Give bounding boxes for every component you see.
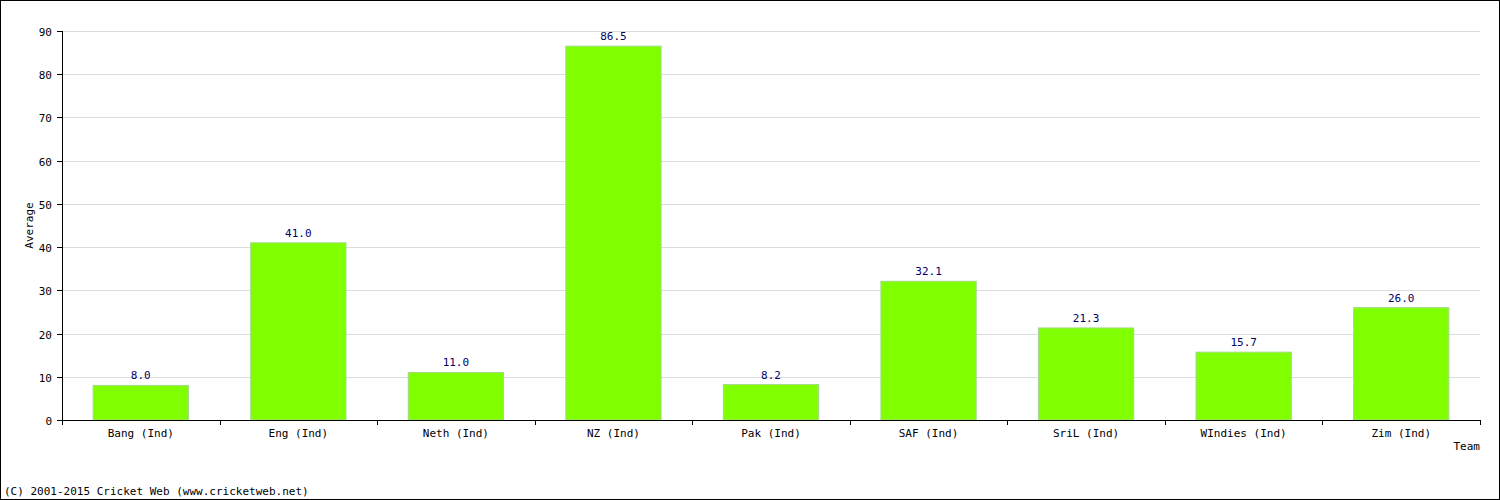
data-label: 8.0 xyxy=(131,369,151,382)
x-tick-label: Bang (Ind) xyxy=(108,427,174,440)
bar xyxy=(723,385,818,420)
bar xyxy=(1196,352,1291,420)
bar xyxy=(408,372,503,420)
x-tick xyxy=(220,420,221,425)
x-tick xyxy=(1480,420,1481,425)
y-tick-label: 40 xyxy=(39,242,52,255)
y-tick xyxy=(57,377,62,378)
y-tick xyxy=(57,117,62,118)
bar xyxy=(881,281,976,420)
y-tick xyxy=(57,161,62,162)
x-tick xyxy=(377,420,378,425)
y-tick xyxy=(57,204,62,205)
grid-line xyxy=(62,117,1480,118)
x-tick xyxy=(1322,420,1323,425)
y-axis-label: Average xyxy=(23,202,36,248)
data-label: 21.3 xyxy=(1073,312,1100,325)
x-tick xyxy=(850,420,851,425)
x-tick-label: Pak (Ind) xyxy=(741,427,801,440)
frame xyxy=(1,1,1500,500)
annotation: (C) 2001-2015 Cricket Web (www.cricketwe… xyxy=(4,485,309,498)
y-axis xyxy=(62,31,63,420)
y-tick-label: 80 xyxy=(39,69,52,82)
x-tick xyxy=(1007,420,1008,425)
chart: 0 10 20 30 40 50 60 70 80 90 8.0 41.0 11.0 86.5 8.2 32.… xyxy=(0,0,1500,500)
data-label: 11.0 xyxy=(443,356,470,369)
x-axis xyxy=(62,420,1480,421)
y-tick xyxy=(57,334,62,335)
bar xyxy=(251,243,346,420)
data-label: 15.7 xyxy=(1230,336,1257,349)
grid-line xyxy=(62,420,1480,421)
grid-line xyxy=(62,74,1480,75)
x-tick xyxy=(692,420,693,425)
data-label: 86.5 xyxy=(600,30,627,43)
x-tick-label: SAF (Ind) xyxy=(899,427,959,440)
bar xyxy=(93,385,188,420)
y-tick-label: 70 xyxy=(39,112,52,125)
y-tick xyxy=(57,290,62,291)
bar xyxy=(1038,328,1133,420)
x-tick-label: NZ (Ind) xyxy=(587,427,640,440)
y-tick-label: 30 xyxy=(39,285,52,298)
y-tick-label: 0 xyxy=(45,415,52,428)
y-tick-label: 50 xyxy=(39,199,52,212)
bar xyxy=(1354,308,1449,420)
x-tick xyxy=(1165,420,1166,425)
bars xyxy=(93,46,1449,420)
x-tick xyxy=(62,420,63,425)
x-axis-label: Team xyxy=(1454,440,1481,453)
y-tick-label: 10 xyxy=(39,372,52,385)
data-label: 32.1 xyxy=(915,265,942,278)
y-tick-label: 20 xyxy=(39,329,52,342)
x-tick-label: Neth (Ind) xyxy=(423,427,489,440)
y-tick xyxy=(57,247,62,248)
y-tick-label: 90 xyxy=(39,26,52,39)
y-tick xyxy=(57,31,62,32)
grid-line xyxy=(62,204,1480,205)
x-tick-label: SriL (Ind) xyxy=(1053,427,1119,440)
grid-line xyxy=(62,161,1480,162)
x-tick-label: Zim (Ind) xyxy=(1371,427,1431,440)
grid-line xyxy=(62,31,1480,32)
data-label: 8.2 xyxy=(761,369,781,382)
data-label: 41.0 xyxy=(285,227,312,240)
x-tick-label: Eng (Ind) xyxy=(269,427,329,440)
y-tick xyxy=(57,420,62,421)
x-tick-label: WIndies (Ind) xyxy=(1201,427,1287,440)
y-tick-label: 60 xyxy=(39,156,52,169)
bar xyxy=(566,46,661,420)
data-label: 26.0 xyxy=(1388,292,1415,305)
x-tick xyxy=(535,420,536,425)
y-tick xyxy=(57,74,62,75)
